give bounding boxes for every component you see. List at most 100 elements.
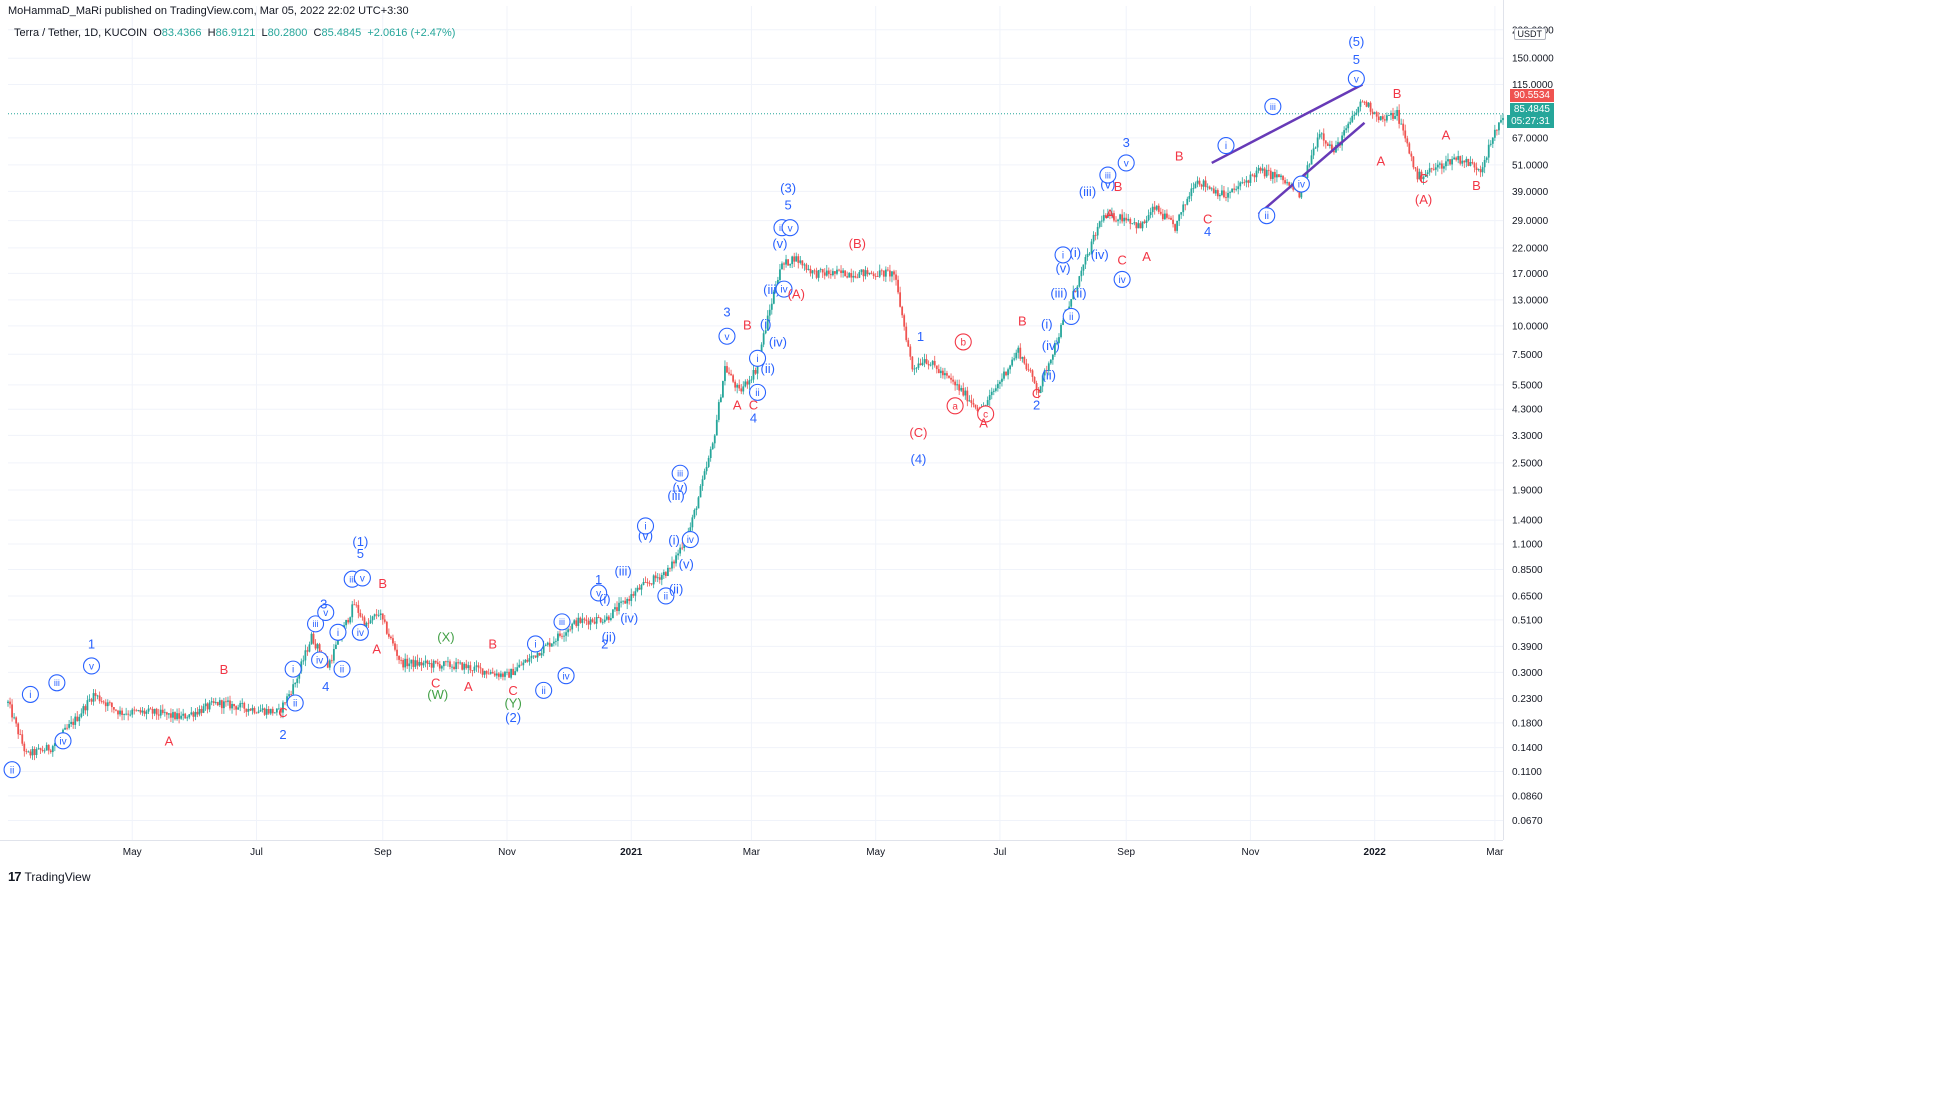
- candle-body: [660, 575, 663, 580]
- tradingview-logo-icon: 17: [8, 869, 22, 884]
- candle-body: [172, 712, 174, 718]
- candle-body: [300, 661, 303, 672]
- candle: [237, 704, 240, 710]
- wave-label-text: (i): [760, 317, 772, 332]
- candle: [722, 380, 724, 399]
- price-tick-label: 67.0000: [1512, 133, 1549, 144]
- candle-body: [430, 663, 433, 668]
- currency-unit-button[interactable]: USDT: [1513, 28, 1546, 40]
- candle-body: [669, 567, 671, 569]
- candle-body: [102, 701, 105, 703]
- candle: [605, 613, 608, 621]
- candle-body: [554, 640, 557, 642]
- price-chart[interactable]: 200.0000150.0000115.000067.000051.000039…: [0, 0, 1568, 891]
- candle-body: [1190, 188, 1193, 197]
- candle: [518, 659, 521, 668]
- wave-label: 1: [88, 637, 95, 652]
- candle-body: [418, 662, 421, 666]
- candle: [1072, 285, 1075, 300]
- candle: [512, 663, 515, 676]
- wave-label-text: iii: [1105, 170, 1111, 180]
- candle-body: [925, 359, 928, 364]
- footer-brand[interactable]: 17 TradingView: [8, 869, 91, 884]
- candle-body: [420, 662, 423, 666]
- candle-body: [106, 702, 109, 707]
- candle-body: [249, 708, 252, 711]
- wave-label: A: [1376, 154, 1385, 169]
- candle-body: [1455, 157, 1458, 160]
- wave-label-circle: [977, 405, 995, 423]
- candle: [29, 749, 32, 759]
- wave-label: (iv): [1091, 247, 1109, 262]
- candle-body: [1090, 241, 1093, 254]
- candle: [1045, 365, 1048, 374]
- candle-body: [730, 373, 732, 376]
- candle: [273, 712, 276, 714]
- candle-body: [1149, 212, 1152, 216]
- candle-body: [1324, 140, 1327, 144]
- candle: [1361, 99, 1364, 103]
- price-tick-label: 0.6500: [1512, 591, 1543, 602]
- wave-label: 5: [784, 198, 791, 213]
- candle: [497, 671, 500, 681]
- candle: [1049, 359, 1052, 365]
- candle-body: [1416, 168, 1419, 180]
- candle-body: [184, 713, 187, 719]
- candle: [1471, 158, 1474, 165]
- candle-body: [508, 671, 510, 678]
- wave-label-text: (B): [849, 236, 866, 251]
- candle-body: [1125, 217, 1128, 221]
- candle: [174, 711, 176, 721]
- wave-label-circle: [286, 694, 304, 712]
- candle: [184, 712, 187, 719]
- candle-body: [225, 701, 227, 703]
- candle: [457, 659, 460, 670]
- candle-body: [1371, 111, 1374, 114]
- wave-label-text: (i): [668, 532, 680, 547]
- candle: [1253, 173, 1256, 183]
- candle-body: [1153, 206, 1156, 210]
- candle: [925, 354, 928, 365]
- wave-label: v: [781, 219, 799, 237]
- candle-body: [876, 276, 879, 277]
- candle-body: [909, 346, 912, 357]
- candle: [491, 667, 494, 674]
- candle: [1255, 166, 1258, 183]
- candle: [1218, 193, 1221, 201]
- candle: [477, 662, 480, 673]
- candle-body: [813, 270, 816, 272]
- candle: [1408, 141, 1411, 155]
- wave-label-text: (X): [437, 629, 454, 644]
- wave-label-circle: [718, 327, 736, 345]
- candle-body: [371, 616, 374, 621]
- candle-body: [257, 711, 260, 713]
- candle-body: [1223, 190, 1225, 198]
- wave-label: ii: [286, 694, 304, 712]
- candle-body: [675, 555, 677, 564]
- candle: [948, 375, 950, 379]
- candle: [392, 634, 394, 646]
- candle-body: [756, 361, 759, 374]
- candle-body: [679, 547, 682, 554]
- candle-body: [1255, 170, 1258, 178]
- candle: [626, 597, 629, 610]
- candle: [115, 709, 117, 712]
- candle: [139, 707, 142, 715]
- candle-body: [208, 702, 211, 710]
- candle: [1461, 155, 1464, 167]
- candle-body: [1143, 221, 1146, 223]
- candle-body: [1489, 143, 1492, 145]
- wave-label-circle: [748, 383, 767, 401]
- candle-body: [1214, 190, 1217, 194]
- candle-body: [1286, 182, 1289, 184]
- candle: [779, 264, 781, 284]
- candle-body: [1276, 174, 1278, 178]
- symbol-name[interactable]: Terra / Tether, 1D, KUCOIN: [14, 27, 148, 39]
- candle: [717, 399, 720, 423]
- candle-body: [347, 619, 350, 623]
- candle-body: [534, 655, 537, 658]
- candle-body: [972, 403, 975, 405]
- candle-body: [512, 668, 515, 676]
- candle: [96, 694, 99, 700]
- candle-body: [817, 270, 820, 278]
